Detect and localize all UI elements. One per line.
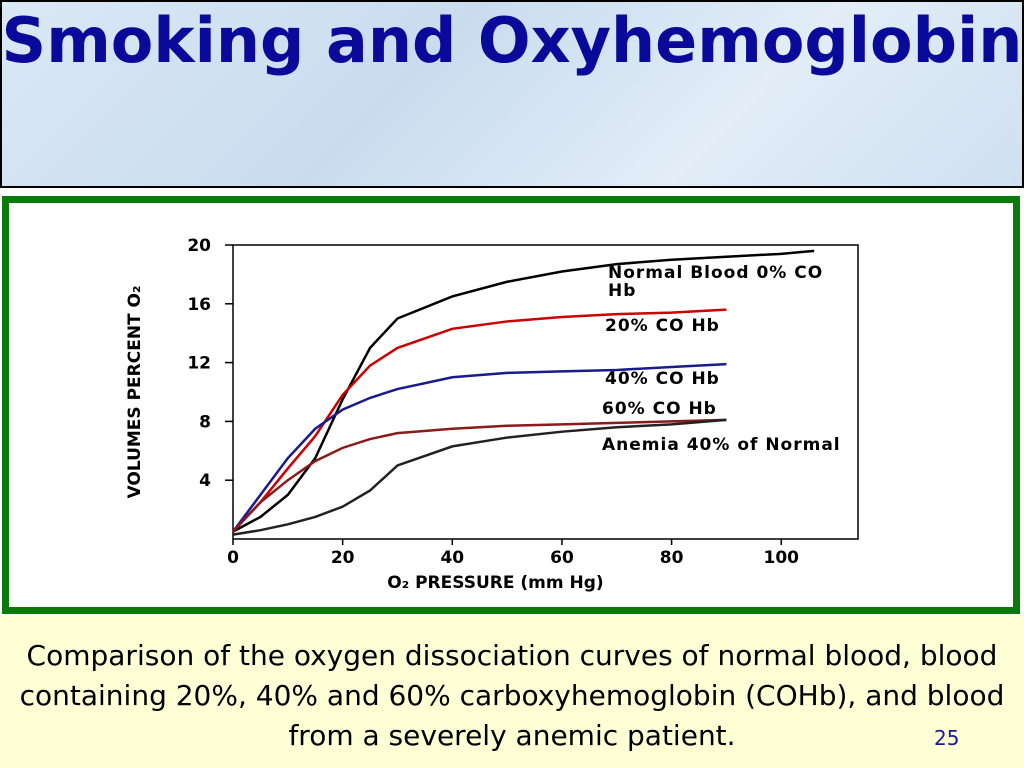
caption-panel — [0, 616, 1024, 768]
series-line — [232, 308, 727, 533]
caption: Comparison of the oxygen dissociation cu… — [19, 639, 1005, 752]
x-tick-label: 0 — [227, 548, 239, 568]
x-axis-label: O₂ PRESSURE (mm Hg) — [387, 573, 603, 593]
x-tick-label: 20 — [331, 548, 355, 568]
series-line — [232, 249, 815, 533]
y-tick-label: 12 — [187, 354, 211, 374]
x-tick-label: 40 — [440, 548, 464, 568]
x-tick-label: 60 — [550, 548, 574, 568]
plot-frame — [232, 244, 859, 540]
y-tick-label: 4 — [199, 471, 211, 491]
series-label: Normal Blood 0% CO Hb — [608, 263, 824, 301]
y-axis-label: VOLUMES PERCENT O₂ — [125, 286, 145, 499]
series-line — [231, 362, 727, 533]
title-banner — [0, 0, 1024, 188]
series-label: Anemia 40% of Normal — [602, 435, 841, 455]
series-label: 60% CO Hb — [602, 399, 717, 419]
series-line — [232, 418, 727, 533]
y-tick-label: 8 — [199, 412, 211, 432]
series-line — [232, 418, 727, 536]
series-label: 20% CO Hb — [605, 316, 720, 336]
y-tick-label: 20 — [187, 236, 211, 256]
page-number: 25 — [934, 726, 960, 750]
y-tick-label: 16 — [187, 295, 211, 315]
chart-panel — [2, 196, 1020, 614]
x-tick-label: 80 — [660, 548, 684, 568]
series-label: 40% CO Hb — [605, 369, 720, 389]
x-tick-label: 100 — [763, 548, 799, 568]
slide-title: Smoking and Oxyhemoglobin — [1, 4, 1023, 77]
